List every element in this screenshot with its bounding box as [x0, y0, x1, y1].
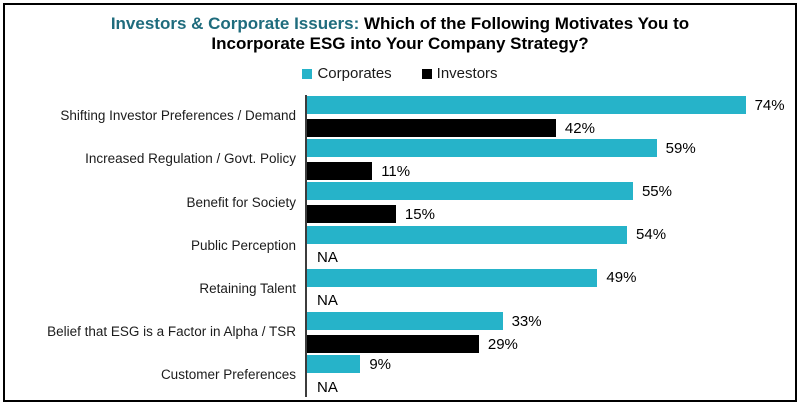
- bar-line-investors: 11%: [307, 162, 795, 181]
- chart-title-accent: Investors & Corporate Issuers:: [110, 14, 360, 33]
- chart-row: 33% 29%: [305, 310, 795, 355]
- bar-investors: [307, 335, 479, 354]
- value-label: 54%: [636, 226, 667, 244]
- chart-title: Investors & Corporate Issuers: Which of …: [5, 14, 795, 54]
- category-label: Retaining Talent: [199, 280, 296, 296]
- chart-row: 9% NA: [305, 354, 795, 398]
- bar-corporates: [307, 312, 503, 331]
- chart-row: 59% 11%: [305, 138, 795, 182]
- chart-title-line2: Incorporate ESG into Your Company Strate…: [211, 34, 589, 53]
- legend-label-investors: Investors: [436, 65, 498, 82]
- value-label: 59%: [665, 139, 696, 157]
- value-label: 29%: [487, 335, 518, 353]
- na-label: NA: [317, 292, 338, 310]
- value-label: 9%: [369, 355, 392, 373]
- bar-chart: Shifting Investor Preferences / Demand 74…: [5, 95, 795, 398]
- bar-corporates: [307, 96, 746, 115]
- category-label: Public Perception: [190, 237, 296, 253]
- na-label: NA: [317, 378, 338, 396]
- bar-line-corporates: 59%: [307, 139, 795, 158]
- chart-title-line1-rest: Which of the Following Motivates You to: [359, 14, 690, 33]
- value-label: 15%: [404, 205, 435, 223]
- legend-swatch-investors: [421, 68, 432, 79]
- bar-line-corporates: 54%: [307, 225, 795, 244]
- bar-line-corporates: 55%: [307, 182, 795, 201]
- bar-corporates: [307, 182, 633, 201]
- chart-row: 54% NA: [305, 224, 795, 268]
- bar-line-corporates: 9%: [307, 355, 795, 374]
- chart-row: 55% 15%: [305, 181, 795, 225]
- category-label: Belief that ESG is a Factor in Alpha / T…: [47, 324, 296, 340]
- category-label: Customer Preferences: [160, 367, 296, 383]
- legend-item-corporates: Corporates: [302, 65, 392, 82]
- value-label: 42%: [564, 119, 595, 137]
- value-label: 74%: [754, 96, 785, 114]
- chart-row: 49% NA: [305, 267, 795, 311]
- bar-corporates: [307, 268, 598, 287]
- category-label: Shifting Investor Preferences / Demand: [60, 108, 296, 124]
- chart-frame: Investors & Corporate Issuers: Which of …: [3, 3, 797, 402]
- value-label: 49%: [606, 269, 637, 287]
- value-label: 33%: [511, 312, 542, 330]
- bar-line-corporates: 33%: [307, 312, 795, 331]
- category-label: Increased Regulation / Govt. Policy: [85, 151, 296, 167]
- category-label: Benefit for Society: [186, 194, 296, 210]
- bar-line-investors: 15%: [307, 205, 795, 224]
- na-label: NA: [317, 249, 338, 267]
- bar-corporates: [307, 139, 657, 158]
- bar-investors: [307, 119, 556, 138]
- bar-line-investors: 29%: [307, 335, 795, 354]
- legend-label-corporates: Corporates: [317, 65, 392, 82]
- legend-swatch-corporates: [302, 68, 313, 79]
- bar-corporates: [307, 355, 361, 374]
- bar-line-corporates: 49%: [307, 268, 795, 287]
- bar-corporates: [307, 225, 628, 244]
- value-label: 11%: [381, 162, 411, 180]
- legend-item-investors: Investors: [421, 65, 498, 82]
- bar-investors: [307, 162, 373, 181]
- value-label: 55%: [641, 182, 672, 200]
- chart-title-line1: Investors & Corporate Issuers: Which of …: [5, 14, 795, 34]
- bar-investors: [307, 205, 396, 224]
- bar-line-investors: NA: [307, 292, 795, 310]
- bar-line-investors: NA: [307, 249, 795, 267]
- bar-line-investors: 42%: [307, 119, 795, 138]
- legend: Corporates Investors: [5, 65, 795, 82]
- chart-row: 74% 42%: [305, 95, 795, 139]
- bar-line-corporates: 74%: [307, 96, 795, 115]
- bar-line-investors: NA: [307, 378, 795, 396]
